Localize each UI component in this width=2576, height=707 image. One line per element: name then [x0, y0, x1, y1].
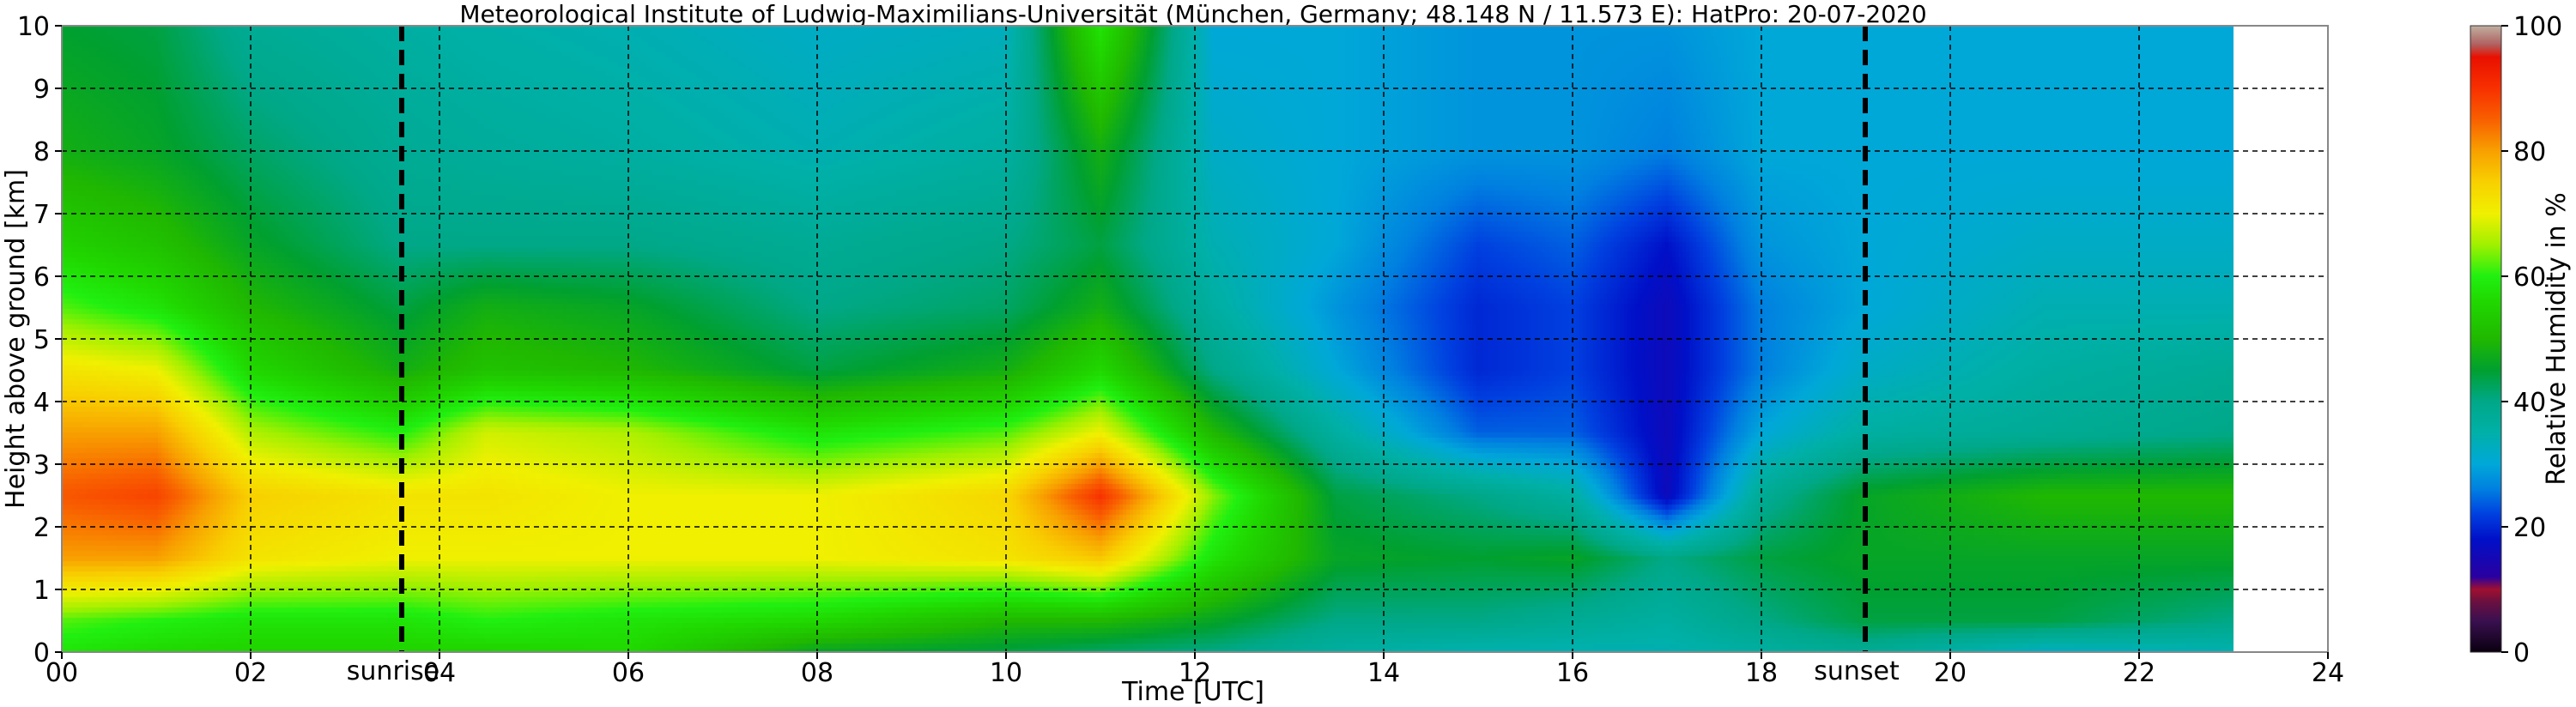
x-tick-label: 10: [990, 658, 1022, 688]
y-axis-ticks: 0 1 2 3 4 5 6 7 8 9 10: [17, 12, 62, 668]
colorbar-tick-label: 100: [2513, 12, 2562, 42]
y-tick-label: 8: [33, 137, 50, 167]
x-tick-label: 20: [1934, 658, 1967, 688]
y-tick-label: 9: [33, 75, 50, 105]
colorbar-tick-label: 0: [2513, 638, 2530, 668]
y-tick-label: 0: [33, 638, 50, 668]
chart-title: Meteorological Institute of Ludwig-Maxim…: [459, 0, 1926, 28]
colorbar-tick-label: 20: [2513, 513, 2546, 543]
x-tick-label: 12: [1179, 658, 1211, 688]
x-tick-label: 16: [1556, 658, 1589, 688]
x-tick-label: 04: [423, 658, 456, 688]
sunrise-label: sunrise: [347, 656, 439, 686]
x-tick-label: 02: [234, 658, 267, 688]
y-tick-label: 3: [33, 450, 50, 480]
y-tick-label: 6: [33, 263, 50, 293]
x-tick-label: 00: [45, 658, 78, 688]
colorbar-label: Relative Humidity in %: [2542, 192, 2572, 485]
x-tick-label: 14: [1367, 658, 1400, 688]
y-tick-label: 5: [33, 325, 50, 355]
x-tick-label: 18: [1745, 658, 1778, 688]
y-axis-label: Height above ground [km]: [1, 169, 31, 509]
colorbar-tick-label: 40: [2513, 388, 2546, 418]
x-tick-label: 24: [2312, 658, 2344, 688]
x-axis-ticks: 00 02 04 06 08 10 12 14 16 18 20 22 24: [45, 652, 2344, 688]
x-tick-label: 06: [612, 658, 645, 688]
colorbar-tick-label: 60: [2513, 263, 2546, 293]
sunset-label: sunset: [1814, 656, 1900, 686]
y-tick-label: 2: [33, 513, 50, 543]
y-tick-label: 7: [33, 200, 50, 230]
colorbar-tick-label: 80: [2513, 137, 2546, 167]
colorbar-ticks: 0 20 40 60 80 100: [2501, 12, 2562, 668]
y-tick-label: 4: [33, 388, 50, 418]
grid-lines: [62, 26, 2328, 652]
x-axis-label: Time [UTC]: [1121, 677, 1264, 707]
y-tick-label: 10: [17, 12, 50, 42]
colorbar: [2470, 25, 2502, 653]
x-tick-label: 08: [801, 658, 833, 688]
y-tick-label: 1: [33, 576, 50, 606]
x-tick-label: 22: [2123, 658, 2155, 688]
event-markers: sunrise sunset: [347, 26, 1900, 686]
